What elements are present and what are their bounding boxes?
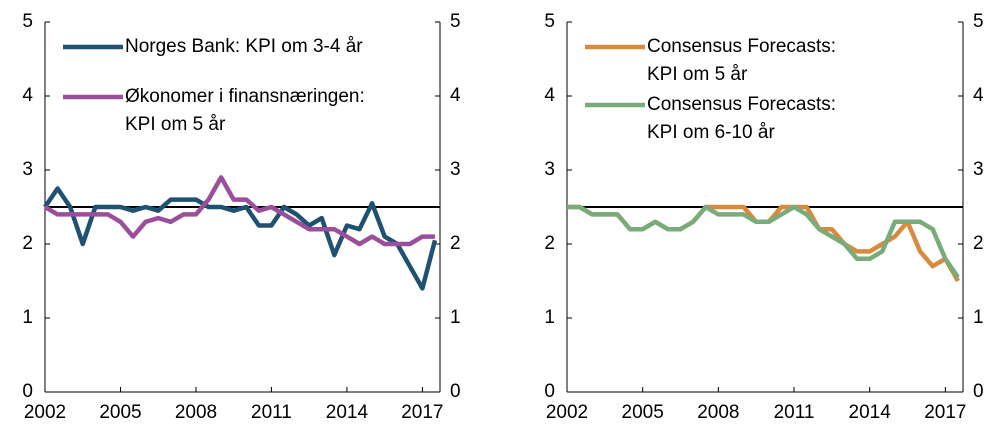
x-tick-label: 2002: [24, 402, 66, 423]
y2-tick-label: 2: [450, 233, 461, 254]
y2-tick-label: 0: [450, 381, 461, 402]
y-tick-label: 1: [544, 307, 555, 328]
y2-tick-label: 1: [973, 307, 984, 328]
series-line: [43, 186, 438, 291]
y2-tick-label: 4: [973, 85, 984, 106]
y2-tick-label: 5: [973, 11, 984, 32]
legend-label: Consensus Forecasts: KPI om 5 år: [647, 36, 836, 85]
x-tick-label: 2017: [401, 402, 443, 423]
legend-label: Norges Bank: KPI om 3-4 år: [125, 36, 363, 57]
x-tick-label: 2011: [774, 402, 815, 423]
y2-tick-label: 0: [973, 381, 984, 402]
y-tick-label: 0: [22, 381, 33, 402]
y-tick-label: 4: [544, 85, 555, 106]
legend-label: Consensus Forecasts: KPI om 6-10 år: [647, 94, 836, 143]
y2-tick-label: 3: [450, 159, 461, 180]
x-tick-label: 2014: [326, 402, 369, 423]
y-tick-label: 4: [22, 85, 33, 106]
y-tick-label: 0: [544, 381, 555, 402]
x-tick-label: 2011: [251, 402, 292, 423]
y-tick-label: 5: [22, 11, 33, 32]
x-tick-label: 2017: [924, 402, 966, 423]
y2-tick-label: 3: [973, 159, 984, 180]
x-tick-label: 2005: [99, 402, 141, 423]
y2-tick-label: 5: [450, 11, 461, 32]
y-tick-label: 2: [544, 233, 555, 254]
y2-tick-label: 1: [450, 307, 461, 328]
series-line: [567, 204, 960, 283]
y-tick-label: 3: [22, 159, 33, 180]
legend-label: Økonomer i finansnæringen: KPI om 5 år: [125, 86, 365, 135]
y2-tick-label: 4: [450, 85, 461, 106]
x-tick-label: 2014: [849, 402, 892, 423]
series-line: [567, 204, 960, 279]
y-tick-label: 3: [544, 159, 555, 180]
x-tick-label: 2005: [622, 402, 664, 423]
y-tick-label: 1: [22, 307, 33, 328]
x-tick-label: 2008: [697, 402, 739, 423]
y-tick-label: 5: [544, 11, 555, 32]
y-tick-label: 2: [22, 233, 33, 254]
y2-tick-label: 2: [973, 233, 984, 254]
x-tick-label: 2008: [175, 402, 217, 423]
x-tick-label: 2002: [546, 402, 588, 423]
series-line: [43, 175, 435, 247]
